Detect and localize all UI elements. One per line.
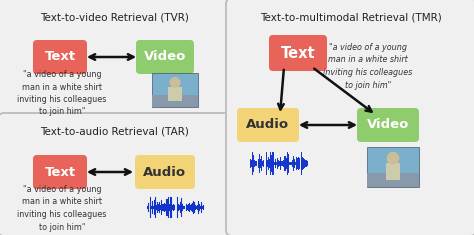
Bar (386, 163, 400, 180)
Text: Text: Text (45, 51, 75, 63)
FancyBboxPatch shape (136, 40, 194, 74)
FancyBboxPatch shape (33, 40, 87, 74)
Text: "a video of a young
man in a white shirt
inviting his colleagues
to join him": "a video of a young man in a white shirt… (323, 43, 413, 90)
Text: Video: Video (367, 118, 409, 132)
FancyBboxPatch shape (0, 0, 232, 121)
FancyBboxPatch shape (357, 108, 419, 142)
Circle shape (388, 153, 398, 163)
FancyBboxPatch shape (269, 35, 327, 71)
Bar (367, 173, 419, 187)
FancyBboxPatch shape (237, 108, 299, 142)
Bar (367, 147, 419, 187)
Bar (168, 87, 182, 101)
FancyBboxPatch shape (226, 0, 474, 235)
Circle shape (387, 153, 399, 164)
FancyBboxPatch shape (0, 113, 232, 235)
Text: Text-to-video Retrieval (TVR): Text-to-video Retrieval (TVR) (41, 12, 190, 22)
Text: "a video of a young
man in a white shirt
inviting his colleagues
to join him": "a video of a young man in a white shirt… (18, 70, 107, 117)
Text: Video: Video (144, 51, 186, 63)
FancyBboxPatch shape (135, 155, 195, 189)
Text: Text-to-multimodal Retrieval (TMR): Text-to-multimodal Retrieval (TMR) (260, 12, 442, 22)
Circle shape (171, 78, 180, 87)
Circle shape (170, 78, 180, 87)
Text: Text: Text (281, 46, 315, 60)
FancyBboxPatch shape (33, 155, 87, 189)
Text: Audio: Audio (246, 118, 290, 132)
Text: Text-to-audio Retrieval (TAR): Text-to-audio Retrieval (TAR) (41, 127, 190, 137)
Text: Audio: Audio (144, 165, 187, 179)
Bar (152, 73, 198, 107)
Bar (152, 95, 198, 107)
Text: "a video of a young
man in a white shirt
inviting his colleagues
to join him": "a video of a young man in a white shirt… (18, 185, 107, 231)
Text: Text: Text (45, 165, 75, 179)
